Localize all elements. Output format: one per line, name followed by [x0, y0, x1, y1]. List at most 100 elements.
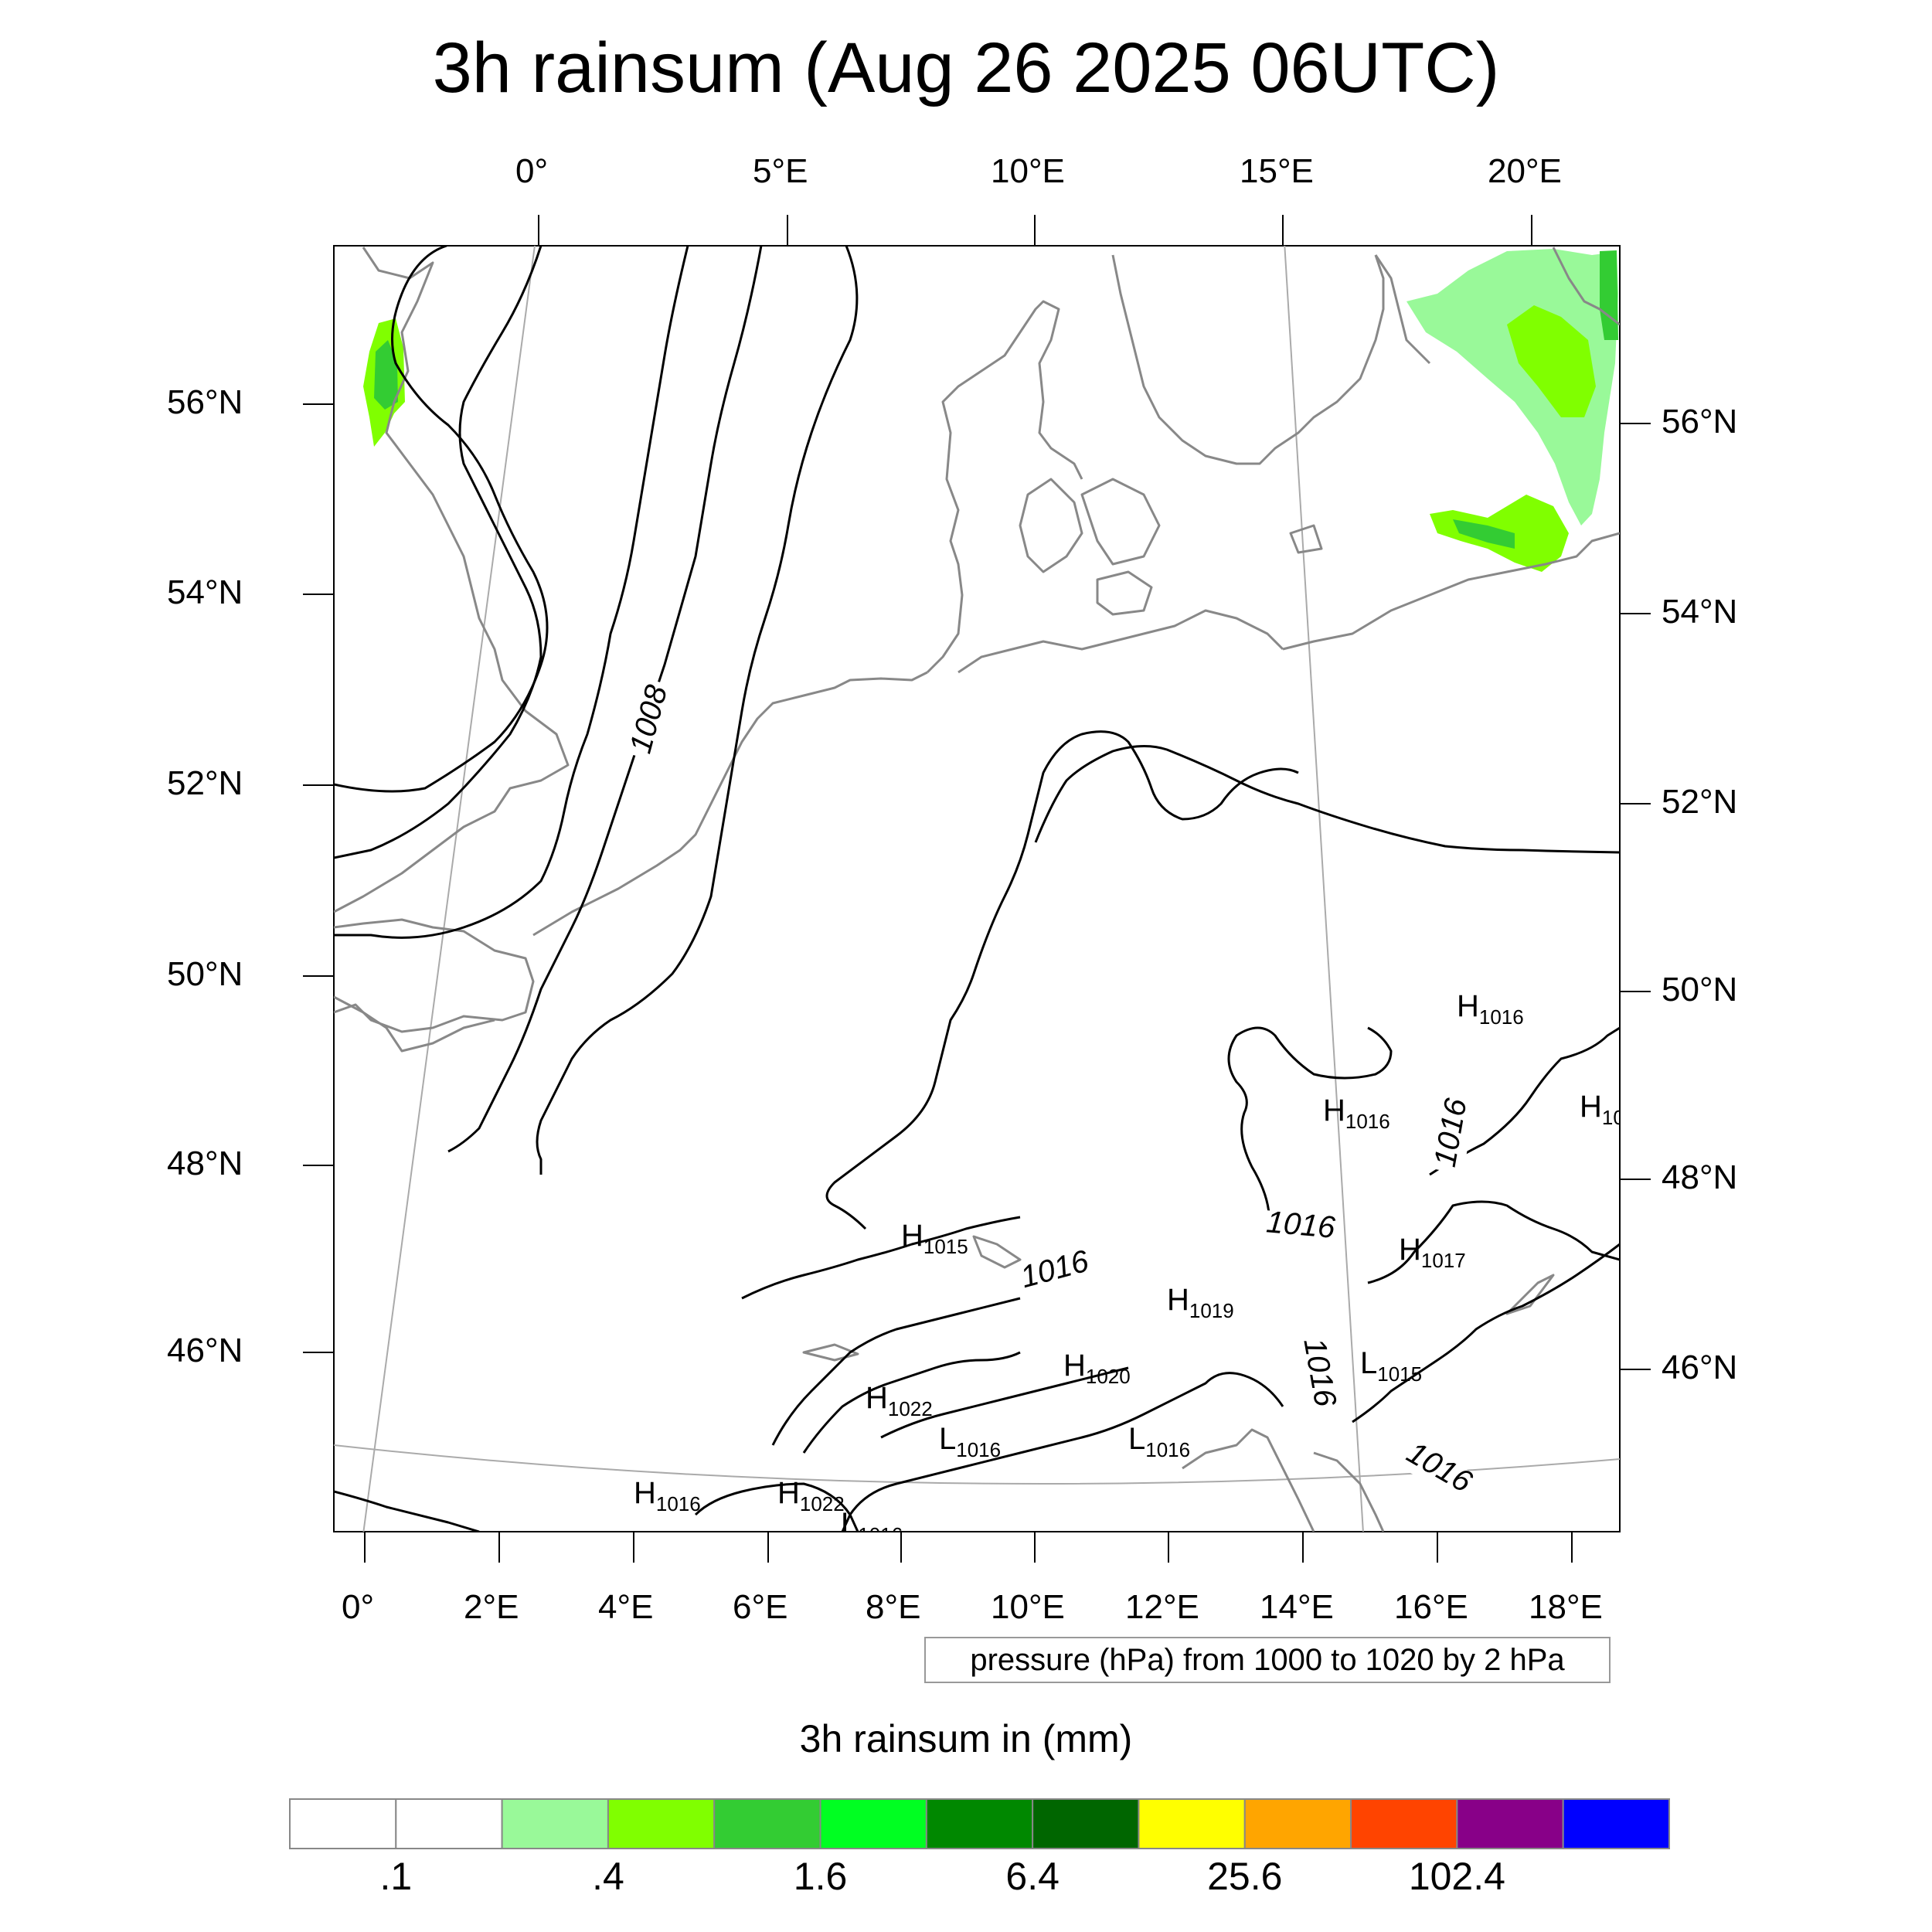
coast-gotland — [1289, 524, 1323, 554]
coast-adriatic-italy — [1182, 1428, 1315, 1532]
coast-baltic-states — [1552, 247, 1620, 326]
pressure-center: H1019 — [1167, 1283, 1234, 1322]
isobar-1016-carpathian — [1429, 1026, 1620, 1176]
isobar-1016-france — [334, 1490, 480, 1532]
right-lat-label: 48°N — [1662, 1158, 1738, 1196]
colorbar-tick-label: 1.6 — [793, 1855, 848, 1898]
pressure-center: H1016 — [1323, 1094, 1390, 1133]
right-lat-label: 54°N — [1662, 593, 1738, 631]
pressure-center: H1022 — [866, 1381, 933, 1420]
map-title: 3h rainsum (Aug 26 2025 06UTC) — [432, 29, 1500, 107]
coast-britain — [334, 247, 570, 913]
right-lat-label: 46°N — [1662, 1349, 1738, 1386]
left-lat-label: 56°N — [167, 383, 243, 421]
colorbar-swatch — [607, 1798, 716, 1849]
bottom-lon-label: 2°E — [464, 1588, 519, 1626]
colorbar — [289, 1798, 1670, 1849]
coast-english-channel-fr — [334, 995, 495, 1053]
left-lat-label: 54°N — [167, 573, 243, 611]
top-lon-label: 10°E — [991, 152, 1065, 190]
isobar-1006 — [334, 246, 543, 859]
isobar-1018-alps — [880, 1366, 1129, 1439]
colorbar-swatch — [1243, 1798, 1352, 1849]
pressure-center: H1016 — [634, 1476, 701, 1515]
isobar-1010 — [447, 246, 763, 1153]
coast-adriatic-croatia — [1313, 1451, 1385, 1532]
isobar-1016-alps-c — [802, 1351, 1021, 1454]
left-lat-label: 48°N — [167, 1145, 243, 1182]
colorbar-swatch — [925, 1798, 1034, 1849]
pressure-center: L1016 — [1128, 1422, 1190, 1461]
pressure-center: L1016 — [841, 1507, 903, 1546]
contour-info-box: pressure (hPa) from 1000 to 1020 by 2 hP… — [924, 1637, 1611, 1683]
isobar-1016-pannonian — [1367, 1200, 1620, 1284]
rain-area-baltic-edge — [1600, 250, 1618, 340]
isobar-label-bg — [1014, 1248, 1097, 1298]
coast-germany-north — [926, 300, 1083, 674]
coast-sweden-east — [1374, 254, 1431, 365]
bottom-lon-label: 4°E — [598, 1588, 654, 1626]
coast-belgium-netherlands — [532, 671, 928, 937]
colorbar-tick-label: .1 — [379, 1855, 413, 1898]
legend-title: 3h rainsum in (mm) — [799, 1717, 1133, 1760]
bottom-lon-label: 16°E — [1394, 1588, 1468, 1626]
pressure-center: L1016 — [939, 1422, 1001, 1461]
isobar-1008 — [334, 246, 689, 939]
isobar-1016-italy-north — [694, 1482, 859, 1532]
colorbar-swatch — [1350, 1798, 1458, 1849]
bottom-lon-label: 6°E — [733, 1588, 788, 1626]
coast-sweden-south — [1111, 254, 1385, 465]
colorbar-swatch — [289, 1798, 397, 1849]
left-lat-label: 46°N — [167, 1332, 243, 1369]
rain-area-sweden — [1406, 249, 1618, 526]
isobar-labels: 1008 1016 1016 1016 1016 — [624, 679, 1479, 1504]
bottom-lon-label: 12°E — [1125, 1588, 1199, 1626]
meridian-0 — [362, 246, 536, 1532]
colorbar-swatch — [713, 1798, 821, 1849]
pressure-center: H1020 — [1063, 1349, 1131, 1388]
coast-denmark-islands — [1019, 478, 1161, 616]
top-lon-label: 15°E — [1240, 152, 1314, 190]
isobar-label-bg — [1432, 1092, 1477, 1175]
bottom-lon-label: 0° — [342, 1588, 375, 1626]
coast-germany-baltic — [957, 609, 1284, 674]
isobar-1016-alps-south — [841, 1372, 1284, 1532]
pressure-centers: H1016 H1016 H10 H1015 H1017 H1019 H1020 … — [634, 989, 1624, 1546]
pressure-center: H10 — [1580, 1090, 1624, 1129]
coast-england-south — [334, 918, 535, 1033]
colorbar-swatch — [395, 1798, 503, 1849]
isobar-1012 — [536, 246, 859, 1175]
colorbar-tick-label: 6.4 — [1005, 1855, 1060, 1898]
top-lon-label: 20°E — [1488, 152, 1562, 190]
isobar-1016-north — [1034, 744, 1620, 854]
isobar-1016-hungary — [1352, 1243, 1620, 1423]
coast-lake-constance — [972, 1235, 1022, 1269]
bottom-lon-label: 8°E — [866, 1588, 921, 1626]
coast-balaton — [1505, 1274, 1555, 1315]
pressure-center: H1017 — [1399, 1233, 1466, 1272]
colorbar-tick-label: .4 — [592, 1855, 624, 1898]
pressure-center: L1015 — [1360, 1346, 1422, 1386]
bottom-lon-label: 14°E — [1260, 1588, 1334, 1626]
colorbar-tick-label: 102.4 — [1408, 1855, 1505, 1898]
colorbar-swatch — [501, 1798, 609, 1849]
meridian-15e — [1284, 246, 1364, 1532]
right-lat-label: 52°N — [1662, 783, 1738, 821]
pressure-center: H1022 — [777, 1476, 845, 1515]
rain-area-scotland-core — [374, 340, 398, 410]
isobar-label-bg — [628, 679, 678, 762]
colorbar-swatch — [819, 1798, 927, 1849]
precipitation — [363, 249, 1618, 572]
pressure-center: H1015 — [901, 1219, 968, 1258]
left-lat-label: 50°N — [167, 955, 243, 993]
top-lon-label: 5°E — [753, 152, 808, 190]
top-lon-label: 0° — [515, 152, 549, 190]
rain-area-sweden-mid — [1507, 305, 1596, 417]
isobar-1016-alps-b — [771, 1297, 1021, 1446]
isobar-1016-east — [1227, 1026, 1393, 1237]
isobar-1004 — [334, 246, 549, 793]
bottom-lon-label: 18°E — [1529, 1588, 1603, 1626]
colorbar-tick-label: 25.6 — [1207, 1855, 1283, 1898]
